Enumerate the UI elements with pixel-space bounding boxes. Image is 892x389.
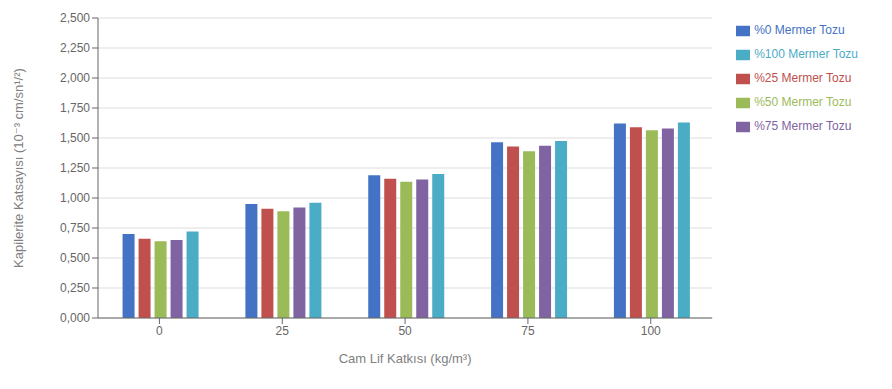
html-text:%0 Mermer Tozu: %0 Mermer Tozu (754, 23, 845, 37)
svg-text:25: 25 (276, 324, 290, 338)
svg-text:1,000: 1,000 (60, 191, 90, 205)
svg-text:1,500: 1,500 (60, 131, 90, 145)
svg-text:0,000: 0,000 (60, 311, 90, 325)
svg-text:Kapilerite Katsayısı (10⁻³ cm/: Kapilerite Katsayısı (10⁻³ cm/sn¹/²) (11, 68, 26, 268)
html-text:%75 Mermer Tozu: %75 Mermer Tozu (754, 119, 852, 133)
svg-text:Cam Lif Katkısı (kg/m³): Cam Lif Katkısı (kg/m³) (339, 351, 472, 366)
svg-text:0,250: 0,250 (60, 281, 90, 295)
svg-text:1,250: 1,250 (60, 161, 90, 175)
svg-text:2,250: 2,250 (60, 41, 90, 55)
svg-text:50: 50 (398, 324, 412, 338)
svg-text:2,500: 2,500 (60, 11, 90, 25)
svg-text:1,750: 1,750 (60, 101, 90, 115)
svg-text:0,500: 0,500 (60, 251, 90, 265)
svg-text:100: 100 (641, 324, 661, 338)
svg-text:75: 75 (521, 324, 535, 338)
svg-text:0,750: 0,750 (60, 221, 90, 235)
svg-text:0: 0 (156, 324, 163, 338)
html-text:%50 Mermer Tozu: %50 Mermer Tozu (754, 95, 852, 109)
html-text:%25 Mermer Tozu: %25 Mermer Tozu (754, 71, 852, 85)
svg-text:2,000: 2,000 (60, 71, 90, 85)
html-text:%100 Mermer Tozu: %100 Mermer Tozu (754, 47, 858, 61)
